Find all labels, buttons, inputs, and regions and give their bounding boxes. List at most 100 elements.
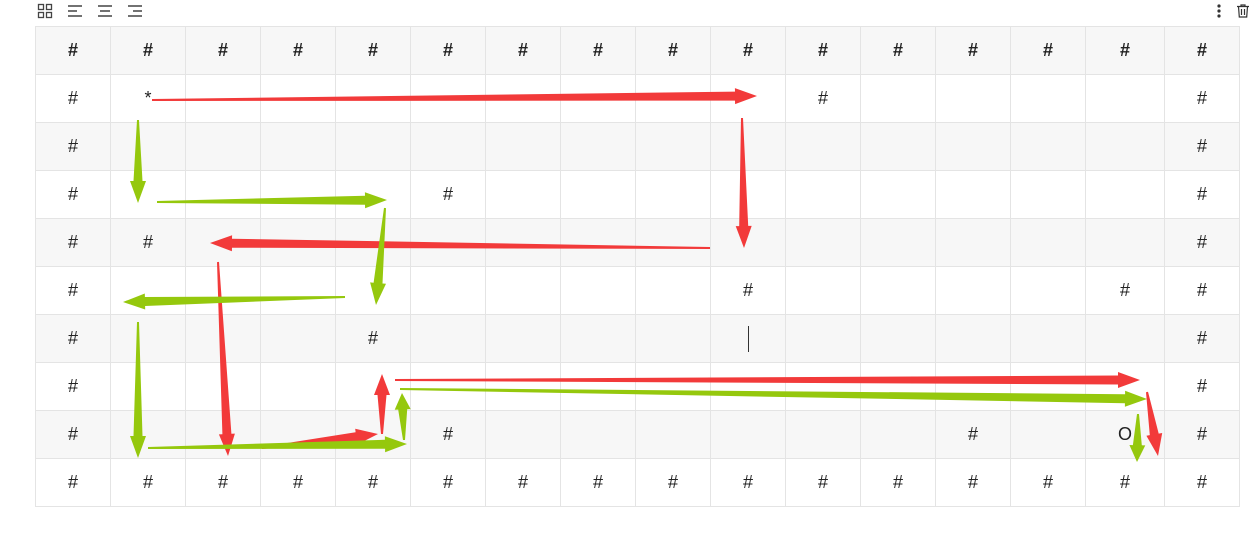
table-cell[interactable]: # [1164, 170, 1240, 219]
table-cell[interactable] [1010, 266, 1086, 315]
table-cell[interactable] [335, 122, 411, 171]
table-cell[interactable] [560, 122, 636, 171]
table-cell[interactable] [860, 266, 936, 315]
table-cell[interactable]: # [260, 26, 336, 75]
table-cell[interactable] [710, 122, 786, 171]
table-cell[interactable] [935, 362, 1011, 411]
table-cell[interactable] [410, 266, 486, 315]
table-cell[interactable]: # [635, 458, 711, 507]
table-cell[interactable]: # [1164, 458, 1240, 507]
table-cell[interactable] [935, 314, 1011, 363]
table-cell[interactable] [410, 218, 486, 267]
table-cell[interactable]: # [935, 410, 1011, 459]
table-cell[interactable] [335, 362, 411, 411]
table-cell[interactable] [410, 122, 486, 171]
table-cell[interactable]: # [485, 458, 561, 507]
table-cell[interactable] [410, 74, 486, 123]
table-cell[interactable] [260, 266, 336, 315]
table-cell[interactable]: # [110, 26, 186, 75]
table-cell[interactable] [860, 362, 936, 411]
table-cell[interactable] [335, 74, 411, 123]
table-cell[interactable]: # [335, 314, 411, 363]
table-cell[interactable]: # [710, 26, 786, 75]
table-cell[interactable] [785, 266, 861, 315]
table-cell[interactable]: # [1164, 122, 1240, 171]
table-cell[interactable]: # [485, 26, 561, 75]
table-cell[interactable] [185, 410, 261, 459]
table-cell[interactable]: # [410, 410, 486, 459]
table-cell[interactable] [635, 122, 711, 171]
table-cell[interactable] [485, 218, 561, 267]
table-cell[interactable] [1085, 218, 1165, 267]
table-cell[interactable] [185, 362, 261, 411]
table-cell[interactable]: # [335, 26, 411, 75]
table-cell[interactable]: # [785, 458, 861, 507]
table-cell[interactable] [185, 74, 261, 123]
more-vertical-icon[interactable] [1210, 2, 1228, 20]
table-cell[interactable] [785, 410, 861, 459]
table-cell[interactable] [110, 410, 186, 459]
table-cell[interactable] [935, 218, 1011, 267]
table-cell[interactable]: # [1085, 26, 1165, 75]
table-cell[interactable]: # [35, 122, 111, 171]
table-cell[interactable]: # [1085, 266, 1165, 315]
table-cell[interactable] [935, 74, 1011, 123]
table-cell[interactable]: # [1164, 26, 1240, 75]
table-cell[interactable] [935, 266, 1011, 315]
table-cell[interactable] [860, 122, 936, 171]
table-cell[interactable] [1085, 170, 1165, 219]
table-cell[interactable] [560, 266, 636, 315]
table-cell[interactable]: # [560, 26, 636, 75]
table-cell[interactable]: # [35, 170, 111, 219]
table-cell[interactable] [260, 218, 336, 267]
table-cell[interactable] [110, 362, 186, 411]
table-cell[interactable]: # [185, 26, 261, 75]
table-cell[interactable] [185, 266, 261, 315]
table-cell[interactable] [485, 314, 561, 363]
table-cell[interactable] [860, 410, 936, 459]
table-cell[interactable] [635, 218, 711, 267]
table-cell[interactable]: # [1164, 74, 1240, 123]
table-cell[interactable] [260, 170, 336, 219]
table-cell[interactable] [785, 122, 861, 171]
table-cell[interactable] [560, 314, 636, 363]
table-cell[interactable]: # [1164, 410, 1240, 459]
table-cell[interactable]: # [560, 458, 636, 507]
table-cell[interactable] [635, 266, 711, 315]
table-cell[interactable] [635, 74, 711, 123]
table-cell[interactable] [485, 122, 561, 171]
table-cell[interactable] [110, 122, 186, 171]
table-cell[interactable] [635, 170, 711, 219]
table-cell[interactable]: O [1085, 410, 1165, 459]
table-cell[interactable] [485, 362, 561, 411]
table-cell[interactable] [1010, 362, 1086, 411]
table-cell[interactable]: # [35, 266, 111, 315]
table-cell[interactable] [560, 74, 636, 123]
table-cell[interactable] [710, 314, 786, 363]
table-cell[interactable]: # [710, 458, 786, 507]
table-cell[interactable] [1085, 314, 1165, 363]
table-cell[interactable]: # [35, 362, 111, 411]
table-cell[interactable] [860, 170, 936, 219]
table-cell[interactable] [1085, 362, 1165, 411]
table-cell[interactable]: # [185, 458, 261, 507]
table-cell[interactable] [1010, 170, 1086, 219]
table-cell[interactable] [260, 74, 336, 123]
table-cell[interactable] [1010, 74, 1086, 123]
table-cell[interactable] [485, 74, 561, 123]
table-cell[interactable]: # [1164, 218, 1240, 267]
table-cell[interactable]: # [35, 74, 111, 123]
table-cell[interactable] [860, 74, 936, 123]
table-cell[interactable]: # [1010, 26, 1086, 75]
table-cell[interactable]: # [860, 26, 936, 75]
grid-icon[interactable] [36, 2, 54, 20]
table-cell[interactable] [785, 362, 861, 411]
table-cell[interactable] [1085, 74, 1165, 123]
table-cell[interactable]: # [335, 458, 411, 507]
table-cell[interactable]: # [1164, 362, 1240, 411]
table-cell[interactable] [710, 362, 786, 411]
table-cell[interactable]: # [35, 410, 111, 459]
table-cell[interactable] [560, 218, 636, 267]
table-cell[interactable] [1010, 410, 1086, 459]
table-cell[interactable] [860, 218, 936, 267]
